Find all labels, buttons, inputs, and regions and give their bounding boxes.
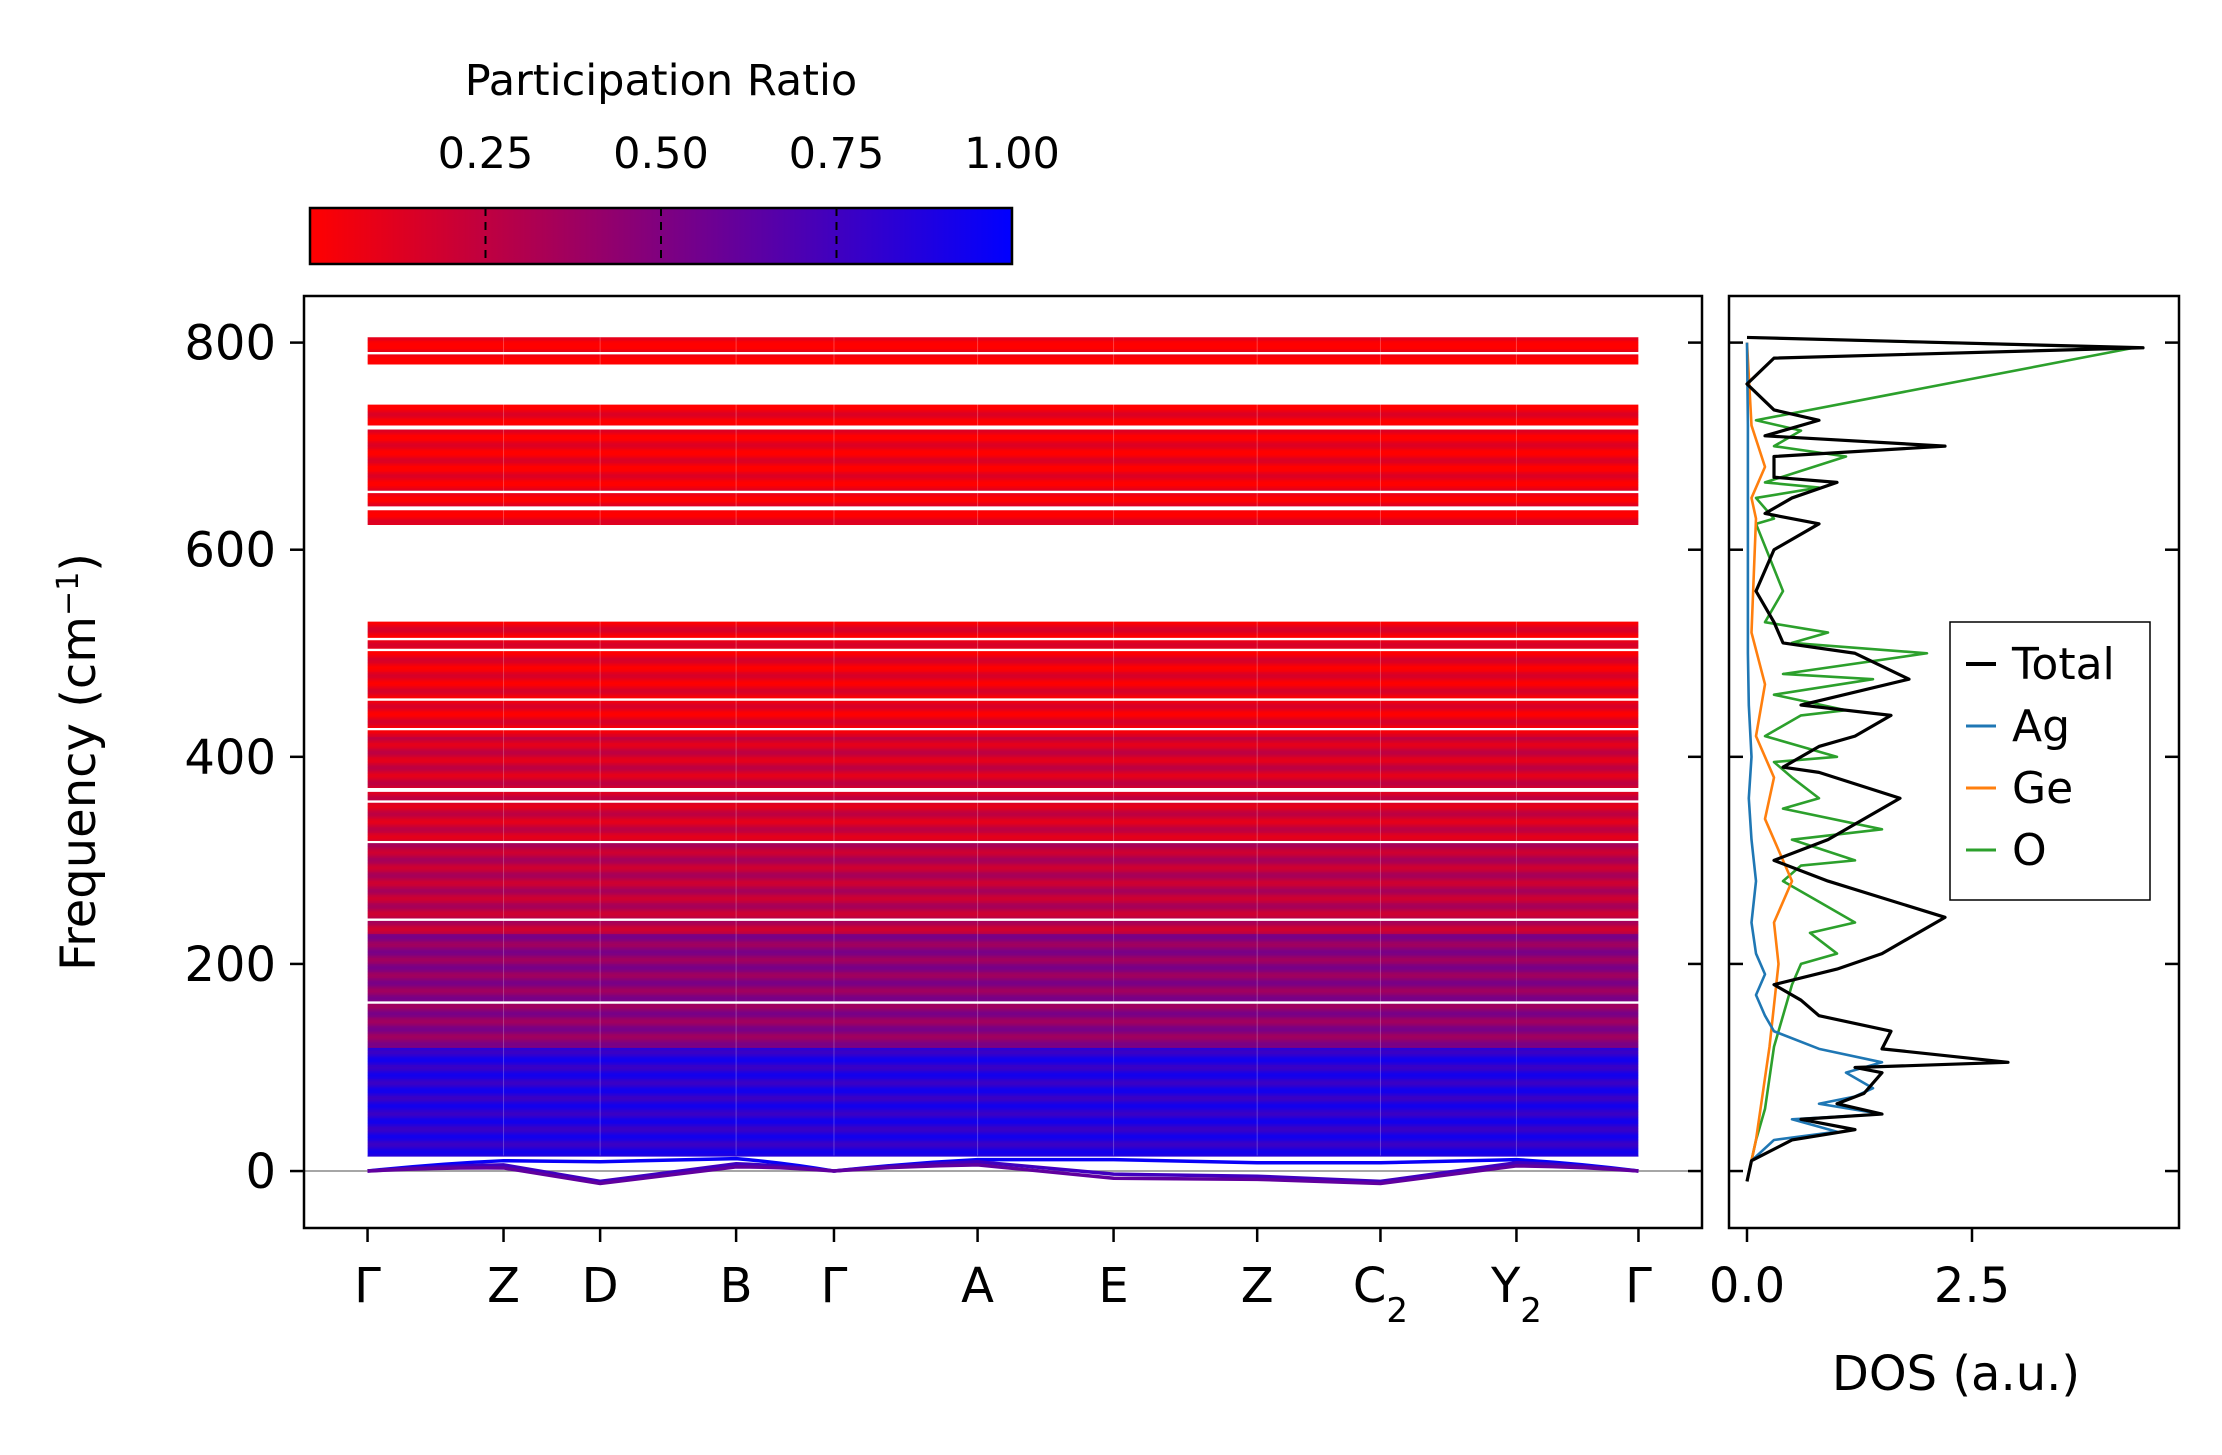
kpoint-label: D: [582, 1258, 619, 1314]
band-axes: 0 200 400 600 800 Γ Z D B Γ A E Z C2 Y2 Γ: [184, 316, 1702, 1331]
dos-x-axis-label: DOS (a.u.): [1832, 1346, 2080, 1402]
acoustic-branch-LA: [367, 1156, 1639, 1173]
colorbar: Participation Ratio 0.25 0.50 0.75 1.00: [308, 56, 1060, 266]
dos-axes: 0.0 2.5: [1709, 341, 2179, 1314]
kpoint-label: Γ: [821, 1258, 848, 1314]
dos-series-o: [1745, 336, 2136, 1182]
kpoint-label: C2: [1353, 1258, 1408, 1331]
dos-plot-frame: [1727, 294, 2181, 1230]
legend-label: O: [2012, 825, 2047, 876]
acoustic-branch-TA1: [367, 1163, 1639, 1186]
y-tick-label: 600: [184, 523, 276, 579]
dos-x-tick-label: 0.0: [1709, 1258, 1785, 1314]
kpoint-label: B: [720, 1258, 753, 1314]
y-tick-label: 200: [184, 937, 276, 993]
legend-label: Ge: [2012, 763, 2073, 814]
legend-label: Total: [2011, 639, 2115, 690]
colorbar-tick-label: 1.00: [964, 129, 1060, 179]
y-tick-label: 0: [245, 1144, 276, 1200]
y-tick-label: 400: [184, 730, 276, 786]
kpoint-label: A: [961, 1258, 994, 1314]
colorbar-tick-label: 0.25: [438, 129, 534, 179]
band-structure-panel: 0 200 400 600 800 Γ Z D B Γ A E Z C2 Y2 Γ Frequency (cm…: [51, 294, 1704, 1331]
kpoint-label: Z: [1241, 1258, 1274, 1314]
dos-curves: [1745, 335, 2145, 1182]
kpoint-label: Γ: [1625, 1258, 1652, 1314]
dos-panel: 0.0 2.5 DOS (a.u.) Total Ag Ge O: [1709, 294, 2181, 1402]
legend-label: Ag: [2012, 701, 2070, 752]
dos-legend: Total Ag Ge O: [1949, 621, 2151, 901]
colorbar-ticks: 0.25 0.50 0.75 1.00: [438, 129, 1060, 264]
y-axis-label: Frequency (cm−1): [51, 553, 108, 971]
colorbar-title: Participation Ratio: [465, 56, 858, 106]
acoustic-branch-TA2: [367, 1159, 1639, 1184]
dos-series-ge: [1745, 342, 1794, 1182]
kpoint-label: Y2: [1490, 1258, 1542, 1331]
kpoint-label: E: [1098, 1258, 1128, 1314]
dos-series-total: [1745, 335, 2145, 1182]
phonon-bands: [304, 337, 1702, 1186]
colorbar-tick-label: 0.75: [789, 129, 885, 179]
kpoint-label: Z: [487, 1258, 520, 1314]
y-tick-label: 800: [184, 316, 276, 372]
colorbar-tick-label: 0.50: [613, 129, 709, 179]
legend-box: [1949, 621, 2151, 901]
band-plot-frame: [302, 294, 1704, 1230]
dos-x-tick-label: 2.5: [1934, 1258, 2010, 1314]
kpoint-label: Γ: [354, 1258, 381, 1314]
